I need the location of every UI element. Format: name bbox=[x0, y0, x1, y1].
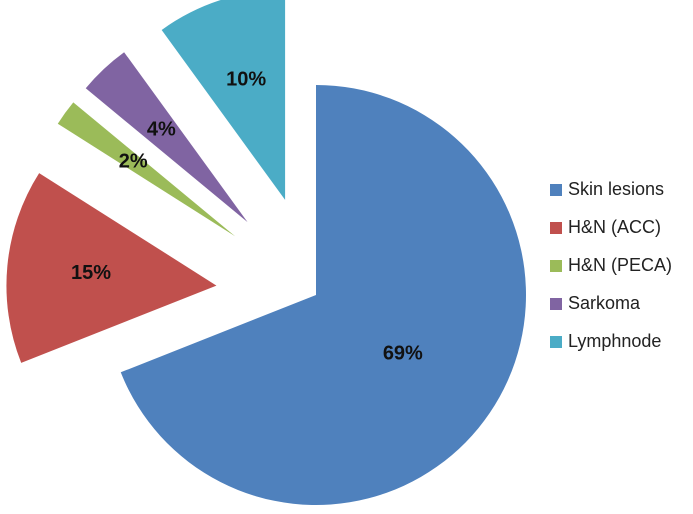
legend-swatch bbox=[550, 336, 562, 348]
legend-label: Lymphnode bbox=[568, 331, 661, 351]
pie-slice bbox=[6, 173, 217, 363]
legend-swatch bbox=[550, 260, 562, 272]
legend-label: Sarkoma bbox=[568, 293, 641, 313]
legend-swatch bbox=[550, 298, 562, 310]
data-label: 15% bbox=[71, 262, 111, 284]
pie-slice bbox=[120, 85, 526, 506]
pie-slice bbox=[85, 52, 248, 223]
data-label: 4% bbox=[147, 119, 176, 141]
pie-slice bbox=[161, 0, 286, 200]
legend-label: H&N (ACC) bbox=[568, 217, 661, 237]
data-label: 10% bbox=[226, 68, 266, 90]
data-label: 2% bbox=[119, 150, 148, 172]
legend-label: Skin lesions bbox=[568, 179, 664, 199]
legend-swatch bbox=[550, 222, 562, 234]
data-label: 69% bbox=[383, 342, 423, 364]
legend-swatch bbox=[550, 184, 562, 196]
pie-slice bbox=[57, 102, 236, 237]
legend-label: H&N (PECA) bbox=[568, 255, 672, 275]
